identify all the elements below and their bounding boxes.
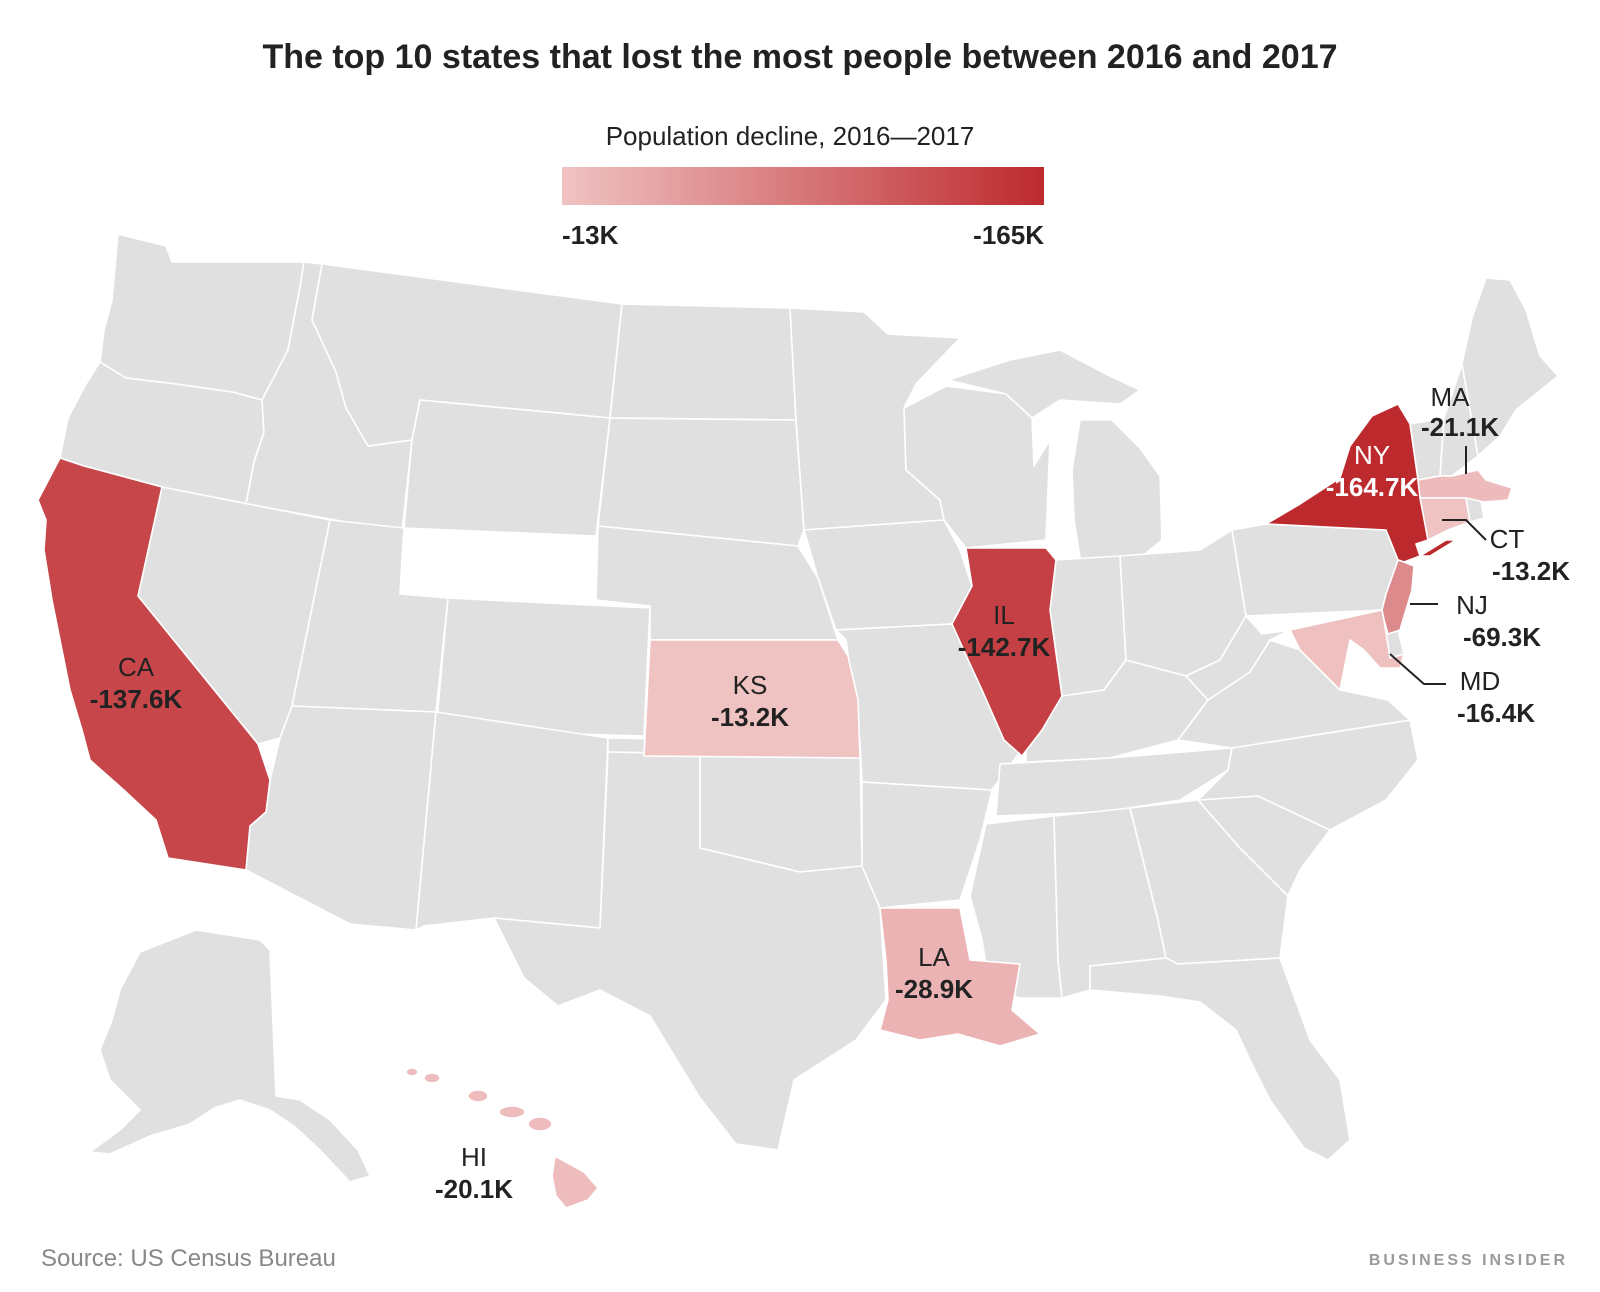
- label-ks-abbr: KS: [733, 670, 768, 700]
- label-hi: HI -20.1K: [435, 1142, 513, 1204]
- source-note: Source: US Census Bureau: [41, 1245, 336, 1272]
- label-hi-abbr: HI: [461, 1142, 487, 1172]
- state-wa: [99, 233, 305, 401]
- label-hi-value: -20.1K: [435, 1174, 513, 1204]
- label-ca-abbr: CA: [118, 652, 155, 682]
- state-tx: [493, 751, 887, 1151]
- publisher-logo: BUSINESS INSIDER: [1368, 1252, 1568, 1269]
- state-nm: [415, 711, 609, 931]
- label-il: IL -142.7K: [958, 600, 1051, 662]
- state-wv: [1185, 615, 1291, 701]
- label-ma-abbr: MA: [1431, 382, 1471, 412]
- chart-title: The top 10 states that lost the most peo…: [262, 38, 1338, 76]
- label-ny: NY -164.7K: [1326, 440, 1419, 502]
- label-il-abbr: IL: [993, 600, 1015, 630]
- state-mi: [947, 349, 1163, 571]
- state-ks: [643, 639, 861, 759]
- leader-md: [1389, 653, 1446, 685]
- base-states: [59, 233, 1559, 1183]
- label-ma-value: -21.1K: [1421, 412, 1499, 442]
- label-la: LA -28.9K: [895, 942, 973, 1004]
- state-nd: [609, 303, 797, 421]
- label-ct: CT -13.2K: [1490, 524, 1571, 586]
- state-co: [435, 597, 651, 737]
- highlighted-states: [37, 403, 1513, 1209]
- label-ny-value: -164.7K: [1326, 472, 1419, 502]
- leader-lines: [1389, 446, 1487, 685]
- legend-min-label: -13K: [562, 220, 619, 250]
- label-ks-value: -13.2K: [711, 702, 789, 732]
- legend-color-scale: [562, 167, 1044, 205]
- state-nc: [1197, 719, 1419, 831]
- state-ca: [37, 457, 271, 871]
- state-wy: [403, 399, 611, 537]
- state-il: [951, 547, 1063, 757]
- legend-title: Population decline, 2016—2017: [605, 121, 975, 151]
- label-md-value: -16.4K: [1457, 698, 1535, 728]
- label-nj-value: -69.3K: [1463, 622, 1541, 652]
- label-nj: NJ -69.3K: [1456, 590, 1541, 652]
- legend-max-label: -165K: [973, 220, 1044, 250]
- label-ks: KS -13.2K: [711, 670, 789, 732]
- label-ca-value: -137.6K: [90, 684, 183, 714]
- label-il-value: -142.7K: [958, 632, 1051, 662]
- state-ar: [861, 781, 993, 909]
- state-la: [879, 907, 1041, 1047]
- label-md-abbr: MD: [1460, 666, 1500, 696]
- label-md: MD -16.4K: [1457, 666, 1535, 728]
- label-ny-abbr: NY: [1354, 440, 1390, 470]
- state-sd: [597, 417, 805, 547]
- state-me: [1461, 277, 1559, 457]
- label-ca: CA -137.6K: [90, 652, 183, 714]
- label-ct-value: -13.2K: [1492, 556, 1570, 586]
- state-hi: [405, 1067, 599, 1209]
- label-nj-abbr: NJ: [1456, 590, 1488, 620]
- state-pa: [1231, 523, 1399, 617]
- label-ma: MA -21.1K: [1421, 382, 1499, 442]
- label-ct-abbr: CT: [1490, 524, 1525, 554]
- state-labels: CA -137.6K KS -13.2K IL -142.7K LA -28.9…: [90, 382, 1570, 1204]
- label-la-value: -28.9K: [895, 974, 973, 1004]
- state-fl: [1089, 957, 1351, 1161]
- state-wi: [903, 385, 1051, 549]
- state-ak: [89, 929, 371, 1183]
- state-tn: [995, 747, 1233, 817]
- leader-ct: [1442, 519, 1487, 541]
- label-la-abbr: LA: [918, 942, 950, 972]
- state-nj: [1381, 559, 1415, 635]
- state-md: [1289, 609, 1405, 691]
